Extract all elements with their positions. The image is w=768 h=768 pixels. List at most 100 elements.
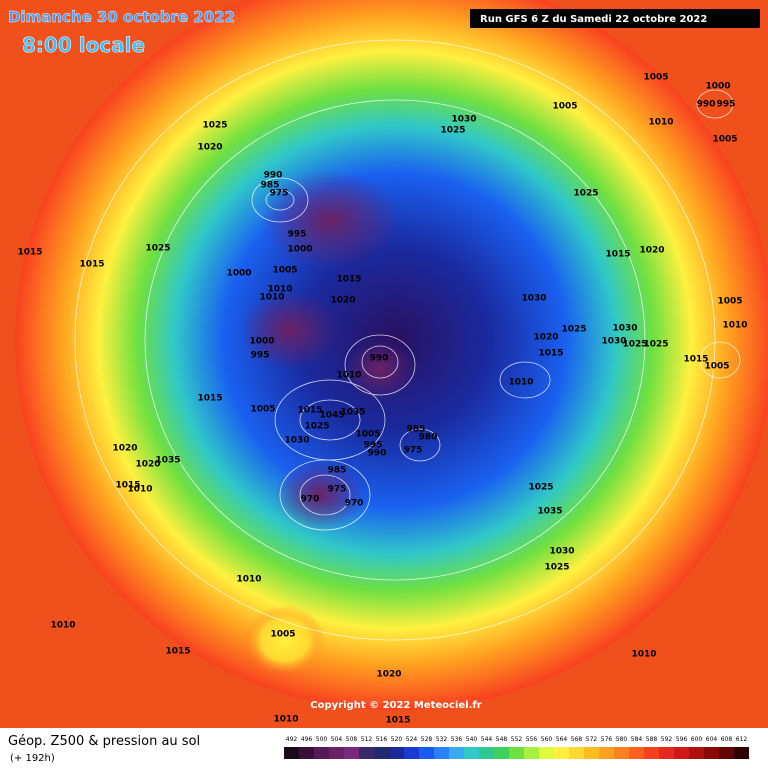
- legend-swatch: [329, 747, 344, 759]
- legend-label: 564: [556, 736, 568, 743]
- pressure-label: 970: [301, 495, 320, 505]
- pressure-label: 1005: [250, 405, 275, 415]
- pressure-label: 1015: [538, 349, 563, 359]
- legend-swatch: [479, 747, 494, 759]
- pressure-label: 1010: [648, 118, 673, 128]
- legend-label: 588: [646, 736, 658, 743]
- pressure-label: 995: [364, 441, 383, 451]
- legend-swatch: [719, 747, 734, 759]
- legend-label: 548: [496, 736, 508, 743]
- pressure-label: 975: [270, 189, 289, 199]
- legend-swatch: [734, 747, 749, 759]
- pressure-label: 980: [419, 433, 438, 443]
- legend-swatch: [314, 747, 329, 759]
- pressure-label: 1025: [440, 126, 465, 136]
- pressure-label: 1005: [552, 102, 577, 112]
- pressure-label: 1015: [385, 716, 410, 726]
- pressure-label: 1010: [50, 621, 75, 631]
- pressure-label: 995: [717, 100, 736, 110]
- legend-label: 612: [736, 736, 748, 743]
- legend-label: 524: [406, 736, 418, 743]
- pressure-label: 1025: [561, 325, 586, 335]
- pressure-label: 970: [345, 499, 364, 509]
- legend-swatch: [434, 747, 449, 759]
- legend-swatch: [659, 747, 674, 759]
- pressure-label: 1025: [145, 244, 170, 254]
- legend-label: 544: [481, 736, 493, 743]
- legend-swatch: [449, 747, 464, 759]
- pressure-label: 1015: [297, 406, 322, 416]
- pressure-label: 1020: [112, 444, 137, 454]
- legend-swatch: [374, 747, 389, 759]
- pressure-label: 1015: [79, 260, 104, 270]
- legend-swatch: [569, 747, 584, 759]
- legend-label: 580: [616, 736, 628, 743]
- pressure-label: 1015: [197, 394, 222, 404]
- legend-label: 508: [346, 736, 358, 743]
- pressure-label: 985: [407, 425, 426, 435]
- pressure-label: 1015: [165, 647, 190, 657]
- legend-swatch: [689, 747, 704, 759]
- pressure-label: 1010: [336, 371, 361, 381]
- legend-label: 596: [676, 736, 688, 743]
- run-box: [470, 9, 760, 28]
- pressure-label: 990: [368, 449, 387, 459]
- legend-swatch: [554, 747, 569, 759]
- legend-swatch: [299, 747, 314, 759]
- pressure-label: 1020: [376, 670, 401, 680]
- pressure-label: 1015: [17, 248, 42, 258]
- legend-label: 496: [301, 736, 313, 743]
- legend-swatch: [284, 747, 299, 759]
- pressure-label: 1035: [537, 507, 562, 517]
- pressure-label: 1010: [267, 285, 292, 295]
- pressure-label: 990: [264, 171, 283, 181]
- legend-swatch: [494, 747, 509, 759]
- low-area: [275, 460, 365, 530]
- legend-swatch: [509, 747, 524, 759]
- pressure-label: 1025: [528, 483, 553, 493]
- pressure-label: 1000: [287, 245, 312, 255]
- pressure-label: 1010: [127, 485, 152, 495]
- legend-label: 552: [511, 736, 523, 743]
- pressure-label: 1020: [330, 296, 355, 306]
- pressure-label: 1005: [717, 297, 742, 307]
- pressure-label: 1030: [521, 294, 546, 304]
- pressure-label: 1005: [712, 135, 737, 145]
- contours: [74, 39, 741, 641]
- pressure-label: 995: [251, 351, 270, 361]
- legend-label: 604: [706, 736, 718, 743]
- legend-label: 532: [436, 736, 448, 743]
- legend-swatch: [539, 747, 554, 759]
- pressure-label: 1020: [639, 246, 664, 256]
- legend-label: 592: [661, 736, 673, 743]
- legend-swatch: [524, 747, 539, 759]
- legend-swatch: [614, 747, 629, 759]
- pressure-label: 985: [261, 181, 280, 191]
- legend-label: 560: [541, 736, 553, 743]
- pressure-label: 1010: [259, 293, 284, 303]
- pressure-label: 1010: [236, 575, 261, 585]
- color-legend: 492 496 500 504 508 512 516 520 524 528 532 536 540 5…: [284, 736, 749, 759]
- pressure-label: 990: [697, 100, 716, 110]
- legend-swatch: [344, 747, 359, 759]
- pressure-label: 1015: [605, 250, 630, 260]
- pressure-label: 1045: [319, 411, 344, 421]
- legend-label: 540: [466, 736, 478, 743]
- low-area: [240, 290, 340, 370]
- pressure-label: 1000: [705, 82, 730, 92]
- pressure-label: 1035: [155, 456, 180, 466]
- pressure-label: 1030: [612, 324, 637, 334]
- run: Run GFS 6 Z du Samedi 22 octobre 2022: [480, 14, 707, 25]
- pressure-label: 1020: [135, 460, 160, 470]
- low-area: [260, 170, 400, 270]
- legend-swatch: [644, 747, 659, 759]
- pressure-label: 975: [328, 485, 347, 495]
- legend-label: 512: [361, 736, 373, 743]
- legend-label: 516: [376, 736, 388, 743]
- footer-title: Géop. Z500 & pression au sol: [8, 734, 200, 749]
- legend-label: 492: [286, 736, 298, 743]
- legend-label: 556: [526, 736, 538, 743]
